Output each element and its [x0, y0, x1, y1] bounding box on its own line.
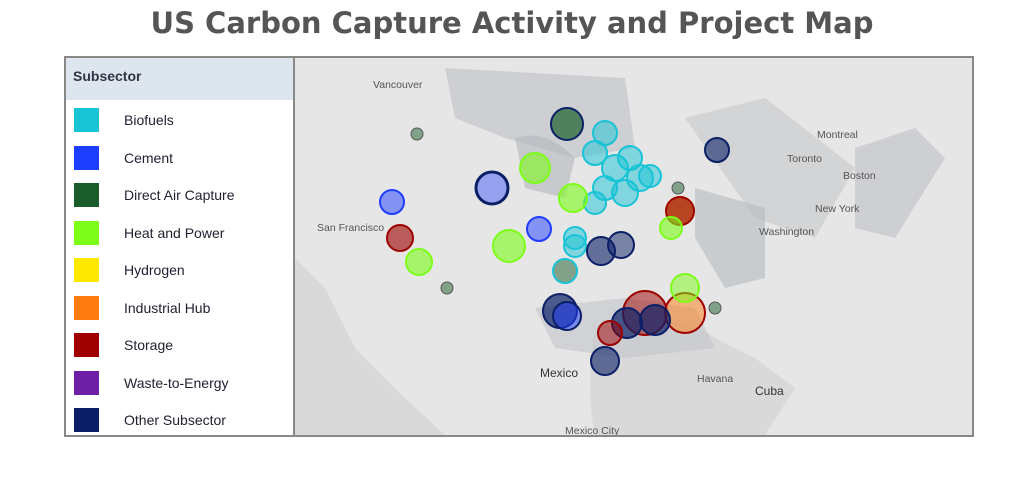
place-label: San Francisco: [317, 222, 384, 234]
place-label: Toronto: [787, 153, 822, 165]
frame: Subsector Biofuels Cement Direct Air Captu…: [64, 56, 974, 437]
legend-swatch: [74, 258, 99, 282]
place-label: Montreal: [817, 129, 858, 141]
project-markers: [379, 107, 730, 376]
legend-label: Direct Air Capture: [124, 187, 235, 203]
place-label: New York: [815, 203, 860, 215]
place-label: Cuba: [755, 384, 784, 398]
legend-item: Other Subsector: [74, 407, 226, 433]
legend-item: Heat and Power: [74, 220, 224, 246]
place-label: Havana: [697, 373, 733, 385]
legend-swatch: [74, 333, 99, 357]
legend-item: Storage: [74, 332, 173, 358]
place-label: Mexico: [540, 366, 578, 380]
legend-item: Direct Air Capture: [74, 182, 234, 208]
legend: Subsector Biofuels Cement Direct Air Captu…: [66, 58, 295, 435]
map: Vancouver Montreal Toronto Boston New YorkWa…: [295, 58, 972, 435]
legend-swatch: [74, 183, 99, 207]
place-label: Mexico City: [565, 425, 620, 435]
place-label: Washington: [759, 226, 814, 238]
legend-item: Cement: [74, 145, 173, 171]
legend-header: Subsector: [66, 58, 293, 100]
title: US Carbon Capture Activity and Project M…: [150, 6, 874, 40]
legend-label: Hydrogen: [124, 262, 185, 278]
legend-label: Cement: [124, 150, 174, 166]
legend-item: Industrial Hub: [74, 295, 210, 321]
legend-swatch: [74, 146, 99, 170]
basin: [685, 98, 855, 238]
place-label: Vancouver: [373, 79, 423, 91]
legend-item: Biofuels: [74, 107, 174, 133]
legend-swatch: [74, 408, 99, 432]
legend-label: Storage: [124, 337, 174, 353]
basin: [855, 128, 945, 238]
legend-label: Waste-to-Energy: [124, 375, 229, 391]
legend-label: Heat and Power: [124, 225, 225, 241]
legend-swatch: [74, 296, 99, 320]
legend-swatch: [74, 221, 99, 245]
ocean: [295, 258, 445, 435]
place-label: Boston: [843, 170, 876, 182]
legend-item: Hydrogen: [74, 257, 185, 283]
legend-label: Industrial Hub: [124, 300, 211, 316]
basin: [695, 188, 765, 288]
legend-swatch: [74, 108, 99, 132]
basin: [445, 68, 635, 158]
legend-swatch: [74, 371, 99, 395]
legend-label: Other Subsector: [124, 412, 226, 428]
legend-label: Biofuels: [124, 112, 174, 128]
legend-item: Waste-to-Energy: [74, 370, 229, 396]
